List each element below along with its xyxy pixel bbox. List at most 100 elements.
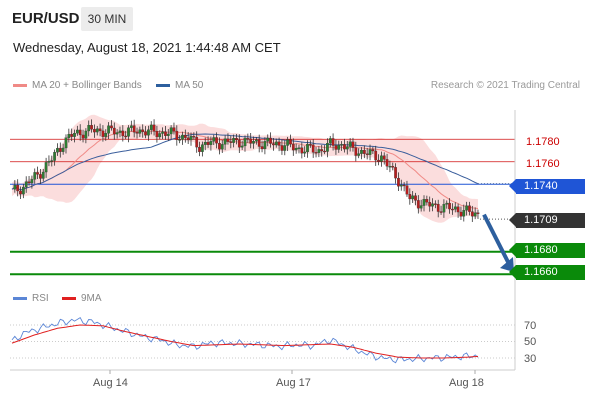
rsi-line [11, 316, 479, 364]
candle-body [13, 184, 17, 190]
candle-body [138, 129, 142, 134]
candle-body [272, 143, 275, 146]
candle-body [252, 141, 255, 144]
source-credit: Research © 2021 Trading Central [430, 80, 580, 91]
candle-body [169, 127, 173, 135]
candle-body [112, 127, 116, 135]
candle-body [141, 129, 145, 133]
candle-body [269, 137, 272, 144]
legend-ma50: MA 50 [156, 80, 203, 91]
candle-body [309, 143, 312, 146]
candle-body [419, 205, 423, 209]
candle-body [394, 167, 397, 179]
support-badge-1: 1.1680 [509, 243, 585, 258]
rsi-ma-line [11, 324, 479, 359]
candle-body [127, 127, 130, 137]
candle-body [246, 138, 250, 140]
candle-body [294, 147, 298, 151]
support-badge-2: 1.1660 [509, 265, 585, 280]
candle-body [283, 145, 287, 151]
candle-body [58, 148, 62, 152]
candle-body [201, 144, 204, 152]
candle-body [73, 133, 76, 137]
candle-body [382, 155, 386, 160]
candle-body [368, 149, 372, 155]
candle-body [110, 125, 113, 129]
candle-body [431, 203, 434, 207]
candle-body [47, 161, 51, 163]
symbol-title: EUR/USD [12, 10, 80, 27]
candle-body [87, 125, 91, 132]
candle-body [98, 128, 102, 132]
candle-body [147, 129, 150, 136]
candle-body [220, 144, 224, 150]
candle-body [212, 137, 216, 142]
candle-body [434, 203, 437, 205]
candle-body [181, 134, 184, 140]
candle-body [198, 146, 201, 152]
candle-body [161, 131, 164, 134]
candle-body [36, 172, 39, 175]
candle-body [371, 149, 375, 152]
candle-body [240, 145, 244, 148]
candle-body [425, 199, 429, 203]
candle-body [107, 125, 110, 134]
candle-body [178, 139, 181, 141]
resistance-label-1: 1.1780 [526, 136, 560, 148]
candle-body [399, 184, 403, 187]
candle-body [101, 130, 105, 137]
candle-body [124, 135, 128, 138]
candle-body [192, 136, 196, 138]
candle-body [411, 195, 414, 200]
candle-body [186, 137, 190, 141]
candle-body [416, 200, 420, 209]
candle-body [439, 211, 443, 213]
candle-body [232, 138, 235, 143]
candle-body [33, 172, 37, 180]
resistance-label-2: 1.1760 [526, 158, 560, 170]
candle-body [263, 141, 267, 150]
candle-body [362, 149, 366, 154]
candle-body [266, 137, 270, 142]
candle-body [414, 195, 417, 201]
candle-body [166, 133, 170, 136]
bollinger-bands [12, 114, 478, 223]
candle-body [218, 143, 221, 150]
candle-body [328, 138, 332, 144]
candle-body [257, 139, 261, 147]
candle-body [476, 212, 480, 214]
candle-body [195, 136, 199, 148]
candle-body [158, 133, 162, 138]
candle-body [473, 212, 477, 217]
candle-body [255, 139, 258, 142]
candle-body [229, 141, 233, 143]
candle-body [144, 131, 147, 136]
candle-body [104, 133, 108, 137]
candle-body [331, 138, 335, 146]
candle-body [132, 125, 136, 133]
candle-body [243, 138, 247, 147]
candle-body [129, 125, 133, 128]
candle-body [365, 153, 369, 155]
candle-body [428, 202, 432, 207]
candle-body [93, 129, 96, 133]
last-price-badge: 1.1709 [509, 213, 585, 228]
candle-body [289, 139, 292, 145]
candle-body [22, 186, 25, 195]
candle-body [183, 134, 187, 138]
candle-body [50, 160, 54, 162]
forecast-arrow [482, 213, 510, 263]
candle-body [354, 147, 358, 156]
candle-body [67, 134, 71, 138]
candle-body [277, 141, 281, 146]
candle-body [470, 211, 474, 217]
candle-body [118, 130, 122, 133]
ma20-swatch [13, 83, 27, 87]
timeframe-button[interactable]: 30 MIN [81, 7, 133, 31]
pivot-badge: 1.1740 [509, 179, 585, 194]
rsi-ma-swatch [62, 296, 76, 300]
candle-body [19, 190, 22, 195]
candle-body [84, 130, 88, 139]
